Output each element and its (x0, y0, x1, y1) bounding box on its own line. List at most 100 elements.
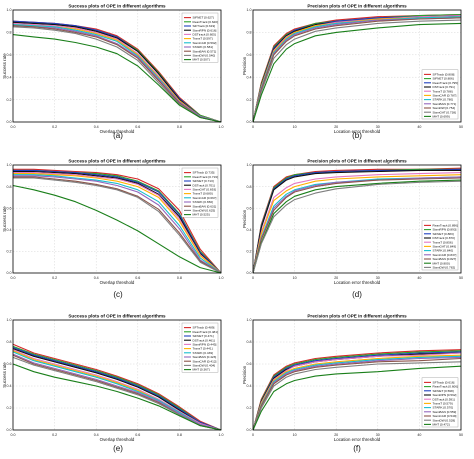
panel-caption: (b) (352, 131, 362, 140)
x-tick-label: 0.6 (135, 276, 140, 280)
chart-title: Success plots of OPE in different algori… (68, 4, 166, 9)
series-line-9 (252, 19, 462, 123)
y-axis-label: Success rate (2, 362, 7, 388)
plot-frame (12, 319, 222, 431)
x-tick-label: 0.6 (135, 125, 140, 129)
x-tick-label: 10 (293, 125, 297, 129)
legend-box (181, 167, 219, 218)
y-tick-label: 1.0 (7, 8, 12, 12)
series-line-8 (252, 177, 462, 274)
x-tick-label: 0.4 (94, 125, 99, 129)
legend-label: SiamGAT [0.849] (433, 245, 457, 249)
panel-caption: (d) (352, 290, 362, 299)
legend-label: MHT [0.472] (433, 423, 450, 427)
plot-frame (252, 164, 462, 274)
series-line-3 (13, 170, 222, 274)
series-line-0 (12, 343, 222, 431)
series-line-4 (13, 172, 222, 274)
legend-label: DSTrack [0.791] (433, 85, 455, 89)
legend-label: SiamGAT [0.693] (193, 188, 217, 192)
legend-label: MHT [0.699] (433, 115, 450, 119)
legend-label: STARK [0.780] (433, 98, 454, 102)
panel-d: 0 10 20 30 40 50 0.0 0.2 0.4 0.6 0.8 1.0 Precision p… (242, 159, 463, 300)
legend-label: SiamCAR [0.667] (193, 196, 217, 200)
y-tick-label: 0.0 (7, 120, 12, 124)
legend-label: DSTrack [0.591] (433, 397, 455, 401)
y-axis-label: Precision (242, 209, 247, 228)
chart-title: Precision plots of OPE in different algo… (307, 4, 407, 9)
x-axis-label: Overlap threshold (100, 437, 135, 442)
plot-frame (12, 164, 222, 274)
legend: SiFNET [0.627]ReanTrack [0.620]SiFTrack … (181, 12, 219, 63)
y-tick-label: 0.4 (7, 384, 12, 388)
x-tick-label: 0 (252, 125, 254, 129)
x-tick-label: 0 (252, 433, 254, 437)
legend-label: SiamDW [0.404] (193, 364, 216, 368)
y-tick-label: 1.0 (7, 163, 12, 167)
legend-label: ReanTrack [0.606] (433, 385, 458, 389)
panel-a: 0.0 0.2 0.4 0.6 0.8 1.0 0.0 0.2 0.4 0.6 0.8 1.0 Succ… (2, 4, 224, 141)
legend: SFTrack [0.808]SiFNET [0.806]ReanTrack [… (421, 69, 459, 120)
y-tick-label: 0.6 (247, 53, 252, 57)
y-tick-label: 0.0 (7, 428, 12, 432)
legend-label: SiFNET [0.598] (433, 389, 454, 393)
x-tick-label: 20 (334, 433, 338, 437)
y-tick-label: 0.8 (7, 185, 12, 189)
y-tick-label: 0.2 (7, 406, 12, 410)
series-line-3 (252, 169, 461, 274)
legend-box (421, 69, 459, 120)
x-tick-label: 30 (376, 433, 380, 437)
chart-title: Success plots of OPE in different algori… (68, 314, 166, 319)
y-tick-label: 0.4 (7, 75, 12, 79)
legend-label: SiamBAN [0.827] (433, 257, 457, 261)
x-tick-label: 10 (293, 433, 297, 437)
series-line-9 (13, 177, 222, 274)
legend-label: SiamDW [0.528] (433, 418, 456, 422)
x-tick-label: 50 (459, 433, 463, 437)
x-tick-label: 20 (334, 276, 338, 280)
x-tick-label: 0.2 (52, 125, 57, 129)
legend-label: SiamDW [0.540] (193, 54, 216, 58)
x-tick-label: 0.8 (177, 276, 182, 280)
x-tick-label: 1.0 (219, 276, 224, 280)
y-axis-label: Success rate (2, 206, 7, 232)
series-line-6 (13, 174, 222, 274)
x-tick-label: 1.0 (219, 125, 224, 129)
y-tick-label: 0.2 (7, 98, 12, 102)
y-tick-label: 0.0 (7, 271, 12, 275)
legend-box (181, 12, 219, 63)
series-line-2 (12, 20, 222, 123)
series-line-8 (13, 176, 222, 274)
panel-e: 0.0 0.2 0.4 0.6 0.8 1.0 0.0 0.2 0.4 0.6 0.8 1.0 Succ… (2, 314, 224, 454)
legend-label: SiamCAR [0.837] (433, 253, 457, 257)
legend-label: STARK [0.439] (193, 351, 214, 355)
series-line-4 (252, 172, 462, 274)
legend-label: STARK [0.570] (433, 406, 454, 410)
legend: SFTrack [0.735]ReanTrack [0.719]SiFNET [… (181, 167, 219, 218)
panel-b: 0 10 20 30 40 50 0.0 0.2 0.4 0.6 0.8 1.0 Precision p… (242, 4, 463, 141)
series-line-10 (12, 34, 222, 123)
series-line-10 (12, 363, 222, 431)
legend-label: SFTrack [0.808] (433, 73, 455, 77)
legend-box (421, 377, 459, 428)
legend-label: SiFTrack [0.619] (193, 24, 216, 28)
x-tick-label: 0.4 (94, 276, 99, 280)
y-tick-label: 0.6 (7, 53, 12, 57)
legend-label: MHT [0.800] (433, 261, 450, 265)
x-tick-label: 20 (334, 125, 338, 129)
legend-label: SiFNET [0.713] (193, 179, 214, 183)
x-tick-label: 0 (252, 276, 254, 280)
x-axis-label: Location error threshold (334, 280, 381, 285)
legend-label: ReanTrack [0.896] (433, 224, 458, 228)
y-tick-label: 1.0 (247, 8, 252, 12)
legend-label: SiamDW [0.782] (433, 266, 456, 270)
legend-label: SiFNET [0.627] (193, 16, 214, 20)
y-tick-label: 0.4 (247, 384, 252, 388)
legend-label: SiFNET [0.471] (193, 334, 214, 338)
legend-label: SFTrack [0.489] (193, 326, 215, 330)
y-tick-label: 0.0 (247, 120, 252, 124)
y-tick-label: 0.4 (247, 228, 252, 232)
x-tick-label: 50 (459, 125, 463, 129)
y-tick-label: 0.6 (7, 206, 12, 210)
